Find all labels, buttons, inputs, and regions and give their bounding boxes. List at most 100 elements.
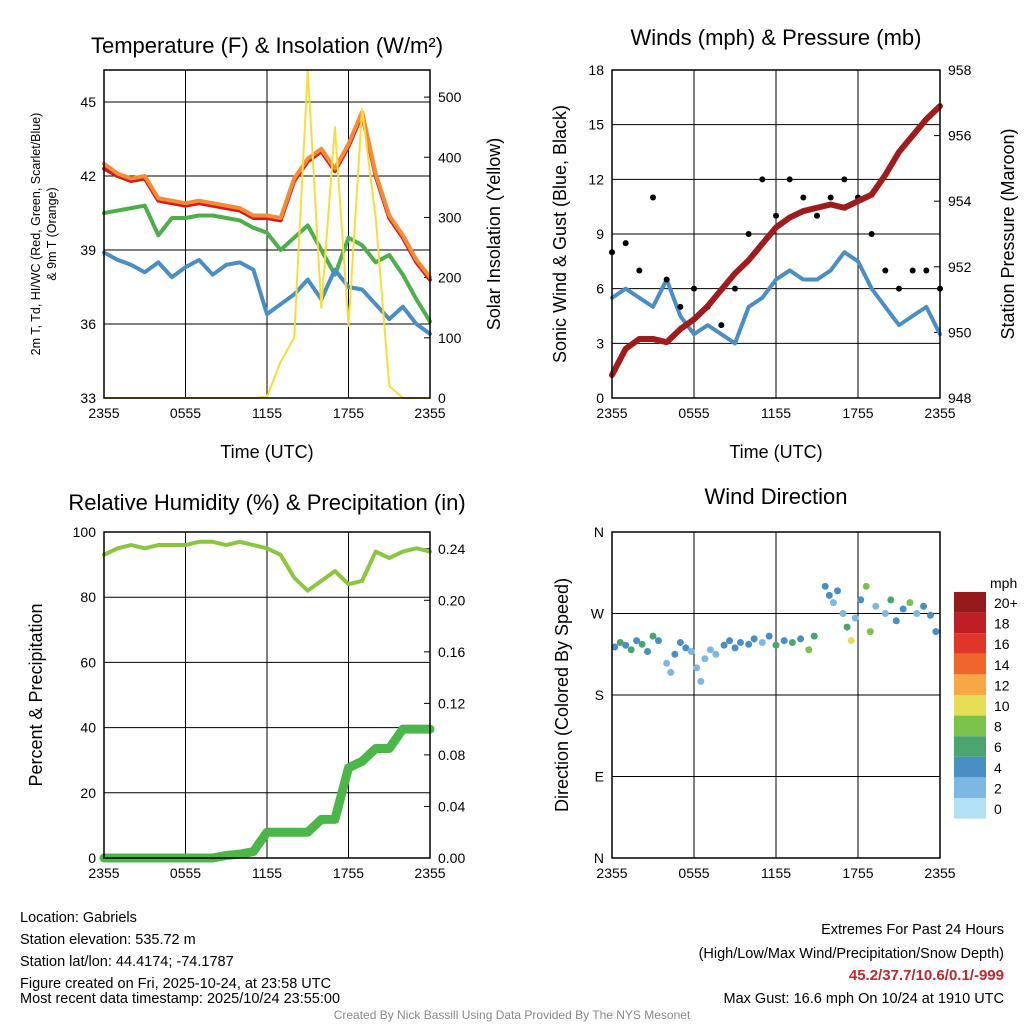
direction-point bbox=[627, 646, 635, 654]
winddir-plot-frame bbox=[611, 531, 941, 859]
legend-swatch bbox=[954, 633, 986, 654]
wind-right-tick-label: 956 bbox=[948, 128, 972, 144]
direction-point bbox=[758, 638, 766, 646]
winddir-chart-title: Wind Direction bbox=[704, 484, 847, 509]
gust-point bbox=[636, 267, 643, 274]
extremes-values: 45.2/37.7/10.6/0.1/-999 bbox=[849, 967, 1004, 984]
direction-point bbox=[663, 659, 671, 667]
wind-x-tick-label: 2355 bbox=[596, 405, 627, 421]
legend-swatch bbox=[954, 756, 986, 778]
gust-point bbox=[650, 194, 656, 201]
wind-right-tick-label: 954 bbox=[948, 193, 972, 209]
direction-point bbox=[913, 610, 921, 617]
winddir-y-tick-label: W bbox=[591, 606, 605, 622]
direction-point bbox=[736, 638, 744, 646]
direction-point bbox=[720, 641, 728, 649]
rh-x-tick-label: 2355 bbox=[88, 865, 119, 881]
wind-y-tick-label: 15 bbox=[588, 117, 604, 133]
rh-y-tick-label: 80 bbox=[80, 589, 96, 605]
wind-x-tick-label: 1755 bbox=[842, 405, 873, 421]
legend-label: 10 bbox=[994, 698, 1010, 714]
wind-y-tick-label: 9 bbox=[596, 226, 604, 242]
gust-point bbox=[827, 194, 834, 201]
legend-label: 16 bbox=[994, 636, 1010, 652]
legend-swatch bbox=[954, 736, 986, 757]
rh-x-tick-label: 2355 bbox=[414, 865, 445, 881]
direction-point bbox=[872, 602, 880, 610]
legend-label: 18 bbox=[994, 616, 1010, 632]
winddir-x-tick-label: 1155 bbox=[761, 865, 791, 881]
temp-ylabel-right: Solar Insolation (Yellow) bbox=[484, 138, 504, 330]
wind-y-tick-label: 18 bbox=[588, 62, 604, 78]
temp-x-tick-label: 1755 bbox=[333, 405, 364, 421]
legend-swatch bbox=[954, 674, 986, 695]
legend-label: 14 bbox=[994, 657, 1010, 673]
direction-point bbox=[810, 632, 818, 640]
gust-point bbox=[841, 176, 848, 183]
direction-point bbox=[676, 638, 684, 646]
direction-point bbox=[932, 628, 940, 636]
direction-point bbox=[638, 640, 646, 648]
footer-latlon: Station lat/lon: 44.4174; -74.1787 bbox=[20, 954, 234, 970]
rh-y-tick-label: 20 bbox=[80, 785, 96, 801]
temp-x-tick-label: 2355 bbox=[88, 405, 119, 421]
wind-chart: 2355 0555 1155 1755 235503691215189489509529… bbox=[588, 62, 971, 421]
temp-ylabel-line2: & 9m T (Orange) bbox=[45, 187, 59, 280]
wind-y-tick-label: 3 bbox=[596, 335, 604, 351]
direction-point bbox=[839, 610, 847, 617]
gust-point bbox=[923, 267, 930, 274]
temp-right-tick-label: 0 bbox=[438, 390, 446, 406]
direction-point bbox=[671, 650, 679, 658]
direction-point bbox=[862, 582, 870, 590]
winddir-x-tick-label: 0555 bbox=[678, 865, 709, 881]
wind-ylabel: Sonic Wind & Gust (Blue, Black) bbox=[550, 105, 570, 363]
rh-x-tick-label: 1755 bbox=[333, 865, 364, 881]
temp-chart-title: Temperature (F) & Insolation (W/m²) bbox=[91, 33, 443, 58]
rh-x-tick-label: 1155 bbox=[252, 865, 282, 881]
footer-location: Location: Gabriels bbox=[20, 910, 137, 926]
direction-point bbox=[682, 644, 690, 652]
direction-point bbox=[622, 641, 630, 649]
direction-point bbox=[687, 648, 695, 656]
credit: Created By Nick Bassill Using Data Provi… bbox=[334, 1008, 691, 1022]
direction-point bbox=[667, 668, 675, 676]
temp-right-tick-label: 500 bbox=[438, 89, 462, 105]
legend-label: 8 bbox=[994, 719, 1002, 735]
direction-point bbox=[797, 635, 805, 643]
rh-y-tick-label: 40 bbox=[80, 720, 96, 736]
max-gust: Max Gust: 16.6 mph On 10/24 at 1910 UTC bbox=[724, 991, 1004, 1007]
rh-plot-frame bbox=[103, 531, 431, 859]
extremes-title: Extremes For Past 24 Hours bbox=[821, 922, 1004, 938]
temp-y-tick-label: 39 bbox=[80, 242, 96, 258]
temp-x-tick-label: 0555 bbox=[170, 405, 201, 421]
legend-label: 0 bbox=[994, 801, 1002, 817]
temp-x-tick-label: 2355 bbox=[414, 405, 445, 421]
rh-right-tick-label: 0.20 bbox=[438, 592, 465, 608]
direction-point bbox=[750, 635, 758, 643]
direction-point bbox=[726, 637, 734, 645]
wind-plot-frame bbox=[611, 69, 941, 399]
temp-x-tick-label: 1155 bbox=[252, 405, 282, 421]
gust-point bbox=[882, 267, 889, 274]
direction-point bbox=[847, 637, 855, 645]
winddir-y-tick-label: N bbox=[594, 524, 604, 540]
direction-point bbox=[899, 605, 907, 613]
gust-point bbox=[745, 231, 752, 237]
gust-point bbox=[691, 285, 697, 292]
gust-point bbox=[868, 231, 875, 237]
legend-swatch bbox=[954, 653, 986, 675]
temp-right-tick-label: 400 bbox=[438, 149, 462, 165]
temp-series-hi-wc bbox=[102, 250, 432, 336]
direction-point bbox=[851, 614, 859, 622]
legend-swatch bbox=[954, 592, 986, 613]
direction-point bbox=[633, 637, 641, 645]
winddir-ylabel: Direction (Colored By Speed) bbox=[552, 578, 572, 812]
wind-xlabel: Time (UTC) bbox=[729, 442, 822, 462]
wind-right-tick-label: 948 bbox=[948, 390, 972, 406]
temp-ylabel-line1: 2m T, Td, HI/WC (Red, Green, Scarlet/Blu… bbox=[29, 113, 43, 356]
temp-y-tick-label: 36 bbox=[80, 316, 96, 332]
direction-point bbox=[926, 611, 934, 619]
wind-series-pressure bbox=[609, 103, 943, 379]
wind-y-tick-label: 12 bbox=[588, 171, 604, 187]
wind-right-tick-label: 958 bbox=[948, 62, 972, 78]
